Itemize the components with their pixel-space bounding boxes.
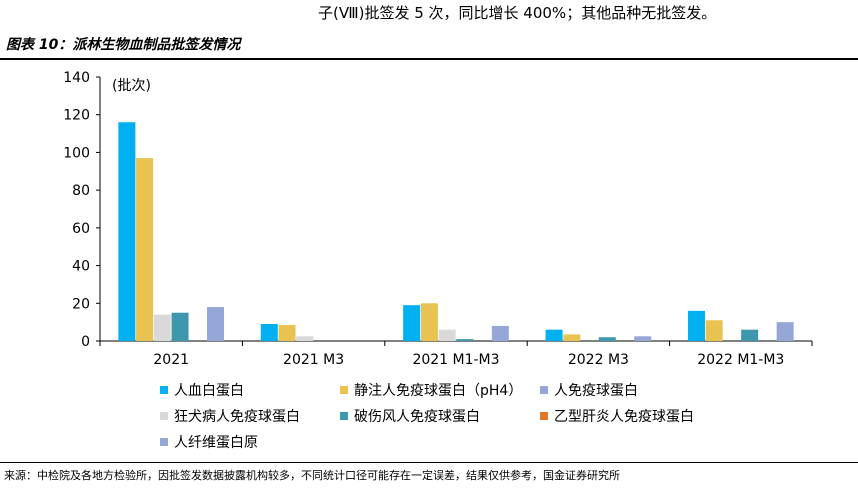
bar — [403, 305, 421, 341]
bar — [207, 307, 225, 341]
legend-item: 人纤维蛋白原 — [160, 432, 258, 452]
title-rule — [0, 58, 858, 60]
figure-title: 图表 10：派林生物血制品批签发情况 — [6, 37, 241, 53]
legend-label: 人纤维蛋白原 — [174, 435, 258, 451]
bar — [563, 334, 581, 341]
y-tick-label: 140 — [63, 70, 90, 86]
x-tick-label: 2022 M3 — [568, 352, 629, 368]
source-rule — [0, 462, 858, 463]
y-tick-label: 0 — [81, 334, 90, 350]
bar — [153, 314, 171, 341]
x-tick-label: 2021 — [153, 352, 189, 368]
legend-swatch — [160, 412, 168, 420]
x-tick-label: 2022 M1-M3 — [697, 352, 784, 368]
bar — [776, 322, 794, 341]
y-tick-label: 20 — [72, 296, 90, 312]
y-tick-label: 80 — [72, 183, 90, 199]
bar — [171, 312, 189, 341]
bar — [420, 303, 438, 341]
chart-bars — [118, 122, 794, 341]
chart-legend: 人血白蛋白 静注人免疫球蛋白（pH4） 人免疫球蛋白狂犬病人免疫球蛋白 破伤风人免疫球… — [150, 380, 750, 460]
bar — [136, 158, 154, 341]
legend-swatch — [160, 386, 168, 394]
x-tick-label: 2021 M3 — [283, 352, 344, 368]
y-tick-label: 100 — [63, 145, 90, 161]
legend-swatch — [340, 386, 348, 394]
bar — [598, 337, 616, 341]
legend-item: 破伤风人免疫球蛋白 — [340, 406, 480, 426]
legend-item: 乙型肝炎人免疫球蛋白 — [540, 406, 694, 426]
y-tick-label: 120 — [63, 108, 90, 124]
bar — [296, 336, 314, 341]
legend-item: 狂犬病人免疫球蛋白 — [160, 406, 300, 426]
bar-chart: 0 20 40 60 80 100 120 140 2021 2021 M3 2021 M1-M3 2… — [63, 70, 813, 368]
y-tick-label: 40 — [72, 259, 90, 275]
legend-label: 人免疫球蛋白 — [554, 383, 638, 399]
bar — [456, 339, 474, 341]
legend-swatch — [160, 438, 168, 446]
legend-label: 狂犬病人免疫球蛋白 — [174, 409, 300, 425]
bar — [491, 325, 509, 341]
legend-swatch — [540, 386, 548, 394]
y-unit-label: (批次) — [112, 78, 151, 94]
legend-label: 人血白蛋白 — [174, 383, 244, 399]
bar — [545, 329, 563, 341]
legend-swatch — [540, 412, 548, 420]
source-note: 来源：中检院及各地方检验所，因批签发数据披露机构较多，不同统计口径可能存在一定误… — [4, 469, 620, 482]
legend-item: 静注人免疫球蛋白（pH4） — [340, 380, 522, 400]
legend-swatch — [340, 412, 348, 420]
bar — [118, 122, 136, 341]
bar — [634, 336, 652, 341]
legend-item: 人免疫球蛋白 — [540, 380, 638, 400]
bar — [278, 324, 296, 341]
legend-label: 破伤风人免疫球蛋白 — [354, 409, 480, 425]
y-tick-label: 60 — [72, 221, 90, 237]
bar — [705, 320, 723, 341]
legend-label: 静注人免疫球蛋白（pH4） — [354, 383, 523, 399]
bar — [260, 324, 278, 341]
bar — [438, 329, 456, 341]
intro-text: 子(Ⅷ)批签发 5 次，同比增长 400%；其他品种无批签发。 — [318, 4, 717, 22]
legend-label: 乙型肝炎人免疫球蛋白 — [554, 409, 694, 425]
legend-item: 人血白蛋白 — [160, 380, 244, 400]
x-tick-label: 2021 M1-M3 — [412, 352, 499, 368]
bar — [741, 329, 759, 341]
bar — [687, 310, 705, 341]
